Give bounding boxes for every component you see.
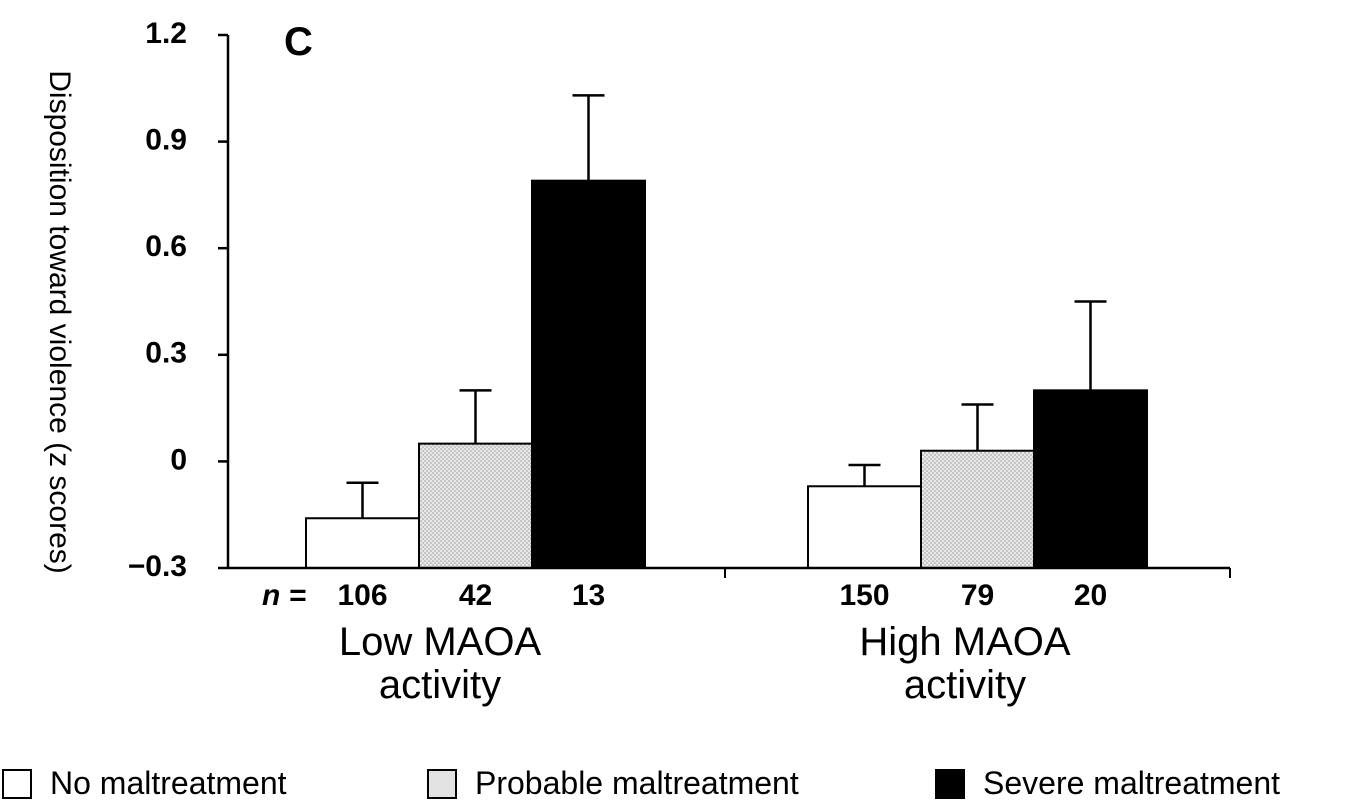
legend-item-severe-maltreatment: Severe maltreatment <box>935 765 1280 802</box>
y-axis-label: Disposition toward violence (z scores) <box>43 70 76 574</box>
bar <box>1033 389 1148 570</box>
legend-item-no-maltreatment: No maltreatment <box>2 765 287 802</box>
y-tick-label: 0.9 <box>145 124 187 157</box>
n-label: 106 <box>337 579 387 612</box>
y-tick-label: −0.3 <box>128 550 187 583</box>
n-prefix-label: n = <box>262 579 306 612</box>
group-label-line1: High MAOA <box>859 620 1070 664</box>
legend-item-probable-maltreatment: Probable maltreatment <box>427 765 799 802</box>
y-tick-label: 0.3 <box>145 337 187 370</box>
bar <box>418 442 533 569</box>
y-tick-label: 0 <box>170 443 187 476</box>
legend-label: Probable maltreatment <box>475 765 799 801</box>
bar <box>305 517 420 570</box>
n-label: 79 <box>961 579 994 612</box>
panel-label: C <box>284 20 313 64</box>
n-label: 13 <box>572 579 605 612</box>
group-label-line2: activity <box>904 663 1026 707</box>
legend: No maltreatment Probable maltreatment Se… <box>0 765 1367 809</box>
y-tick-label: 0.6 <box>145 230 187 263</box>
legend-swatch <box>2 768 32 799</box>
bar-chart: 106 150 42 79 13 20 n = 1.2 0.9 0.6 0.3 0 −0.3 Low M… <box>43 17 1231 707</box>
n-label: 20 <box>1074 579 1107 612</box>
legend-label: No maltreatment <box>50 765 287 801</box>
n-label: 150 <box>839 579 889 612</box>
bar <box>920 449 1035 569</box>
n-label: 42 <box>459 579 492 612</box>
bar <box>531 179 646 569</box>
legend-swatch <box>935 768 965 799</box>
group-label-line1: Low MAOA <box>339 620 542 664</box>
legend-swatch <box>427 768 457 799</box>
group-label-line2: activity <box>379 663 501 707</box>
legend-label: Severe maltreatment <box>983 765 1281 801</box>
y-tick-label: 1.2 <box>145 17 187 50</box>
bar <box>807 485 922 570</box>
